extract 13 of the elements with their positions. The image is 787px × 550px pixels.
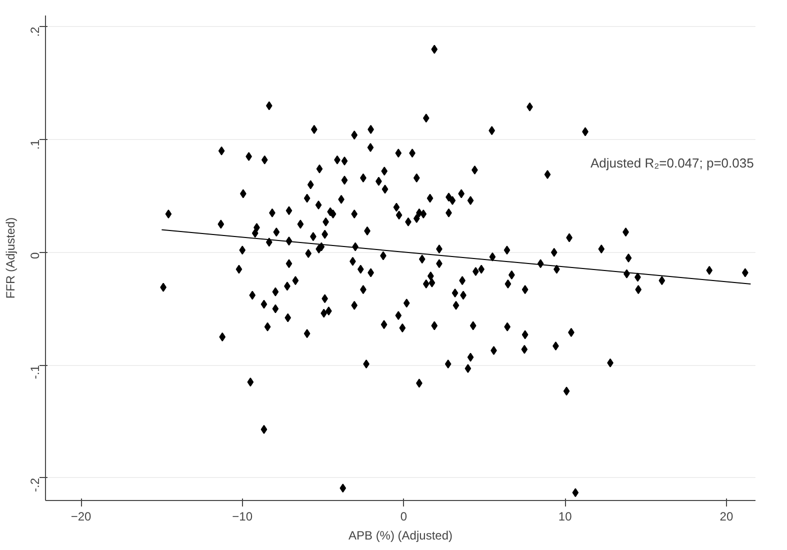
x-tick-label: 20 [720, 510, 734, 524]
y-tick-label: .1 [28, 139, 42, 150]
y-axis-title: FFR (Adjusted) [4, 217, 18, 299]
x-tick-label: −10 [232, 510, 253, 524]
annotation: Adjusted R₂=0.047; p=0.035 [590, 156, 754, 170]
y-tick-label: .2 [28, 26, 42, 37]
y-tick-label: 0 [28, 252, 42, 260]
y-tick-label: -.2 [28, 478, 42, 492]
x-tick-label: 0 [400, 510, 408, 524]
x-axis-title: APB (%) (Adjusted) [348, 528, 453, 542]
x-tick-label: −20 [70, 510, 92, 524]
x-tick-label: 10 [558, 510, 572, 524]
y-tick-label: -.1 [28, 364, 42, 380]
